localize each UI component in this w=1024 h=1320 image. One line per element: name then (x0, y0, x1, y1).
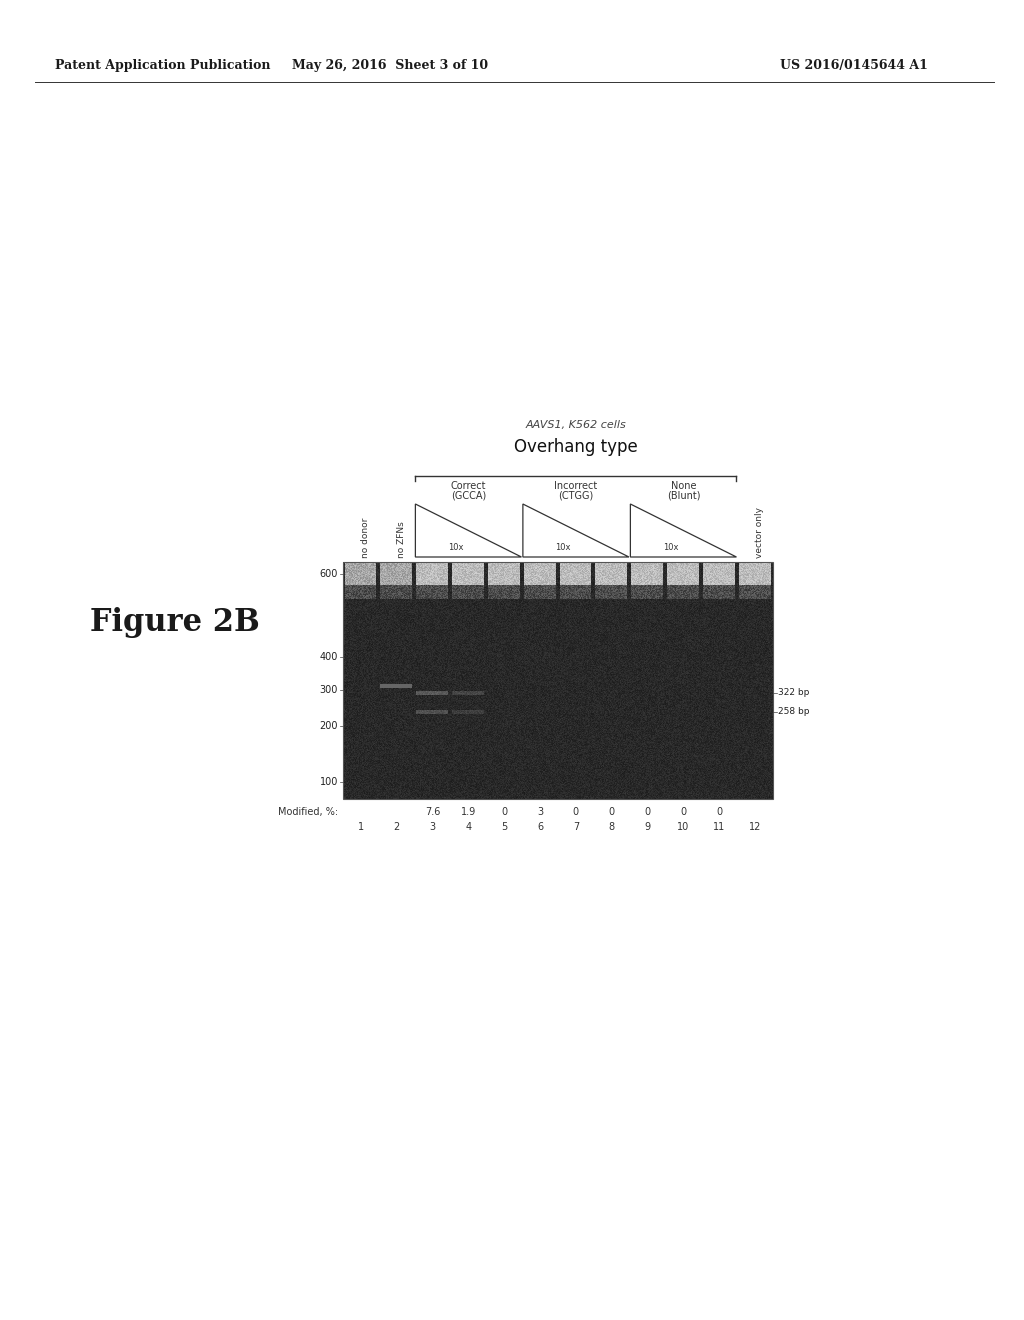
Text: 9: 9 (644, 822, 650, 832)
Text: 4: 4 (465, 822, 471, 832)
Text: 1.9: 1.9 (461, 807, 476, 817)
Text: 10: 10 (677, 822, 689, 832)
Text: 300: 300 (319, 685, 338, 694)
Text: Incorrect: Incorrect (554, 480, 598, 491)
Text: Correct: Correct (451, 480, 486, 491)
Text: (Blunt): (Blunt) (667, 490, 700, 500)
Text: Overhang type: Overhang type (514, 438, 638, 455)
Text: 0: 0 (572, 807, 579, 817)
Text: US 2016/0145644 A1: US 2016/0145644 A1 (780, 58, 928, 71)
Text: 0: 0 (716, 807, 722, 817)
Text: 11: 11 (713, 822, 725, 832)
Text: 0: 0 (608, 807, 614, 817)
Text: 100: 100 (319, 777, 338, 788)
Text: (CTGG): (CTGG) (558, 490, 594, 500)
Text: Figure 2B: Figure 2B (90, 606, 260, 638)
Text: May 26, 2016  Sheet 3 of 10: May 26, 2016 Sheet 3 of 10 (292, 58, 488, 71)
Text: 0: 0 (501, 807, 507, 817)
Text: 12: 12 (749, 822, 761, 832)
Text: 0: 0 (680, 807, 686, 817)
Text: 10x: 10x (555, 543, 571, 552)
Text: AAVS1, K562 cells: AAVS1, K562 cells (525, 420, 627, 430)
Text: (GCCA): (GCCA) (451, 490, 486, 500)
Text: 7.6: 7.6 (425, 807, 440, 817)
Text: 3: 3 (537, 807, 543, 817)
Text: no donor: no donor (360, 517, 370, 558)
Text: 3: 3 (429, 822, 435, 832)
Text: 322 bp: 322 bp (778, 688, 809, 697)
Text: 10x: 10x (663, 543, 679, 552)
Text: 400: 400 (319, 652, 338, 661)
Text: 6: 6 (537, 822, 543, 832)
Text: Patent Application Publication: Patent Application Publication (55, 58, 270, 71)
Text: no ZFNs: no ZFNs (396, 521, 406, 558)
Text: 7: 7 (572, 822, 579, 832)
Text: 0: 0 (644, 807, 650, 817)
Text: None: None (671, 480, 696, 491)
Text: 258 bp: 258 bp (778, 708, 810, 717)
Text: 5: 5 (501, 822, 507, 832)
Text: 2: 2 (393, 822, 400, 832)
Text: Modified, %:: Modified, %: (278, 807, 338, 817)
Text: 8: 8 (608, 822, 614, 832)
Text: 200: 200 (319, 721, 338, 730)
Text: 1: 1 (357, 822, 364, 832)
Text: 600: 600 (319, 569, 338, 579)
Text: 10x: 10x (447, 543, 464, 552)
Bar (343, 562, 773, 799)
Text: vector only: vector only (755, 507, 764, 558)
